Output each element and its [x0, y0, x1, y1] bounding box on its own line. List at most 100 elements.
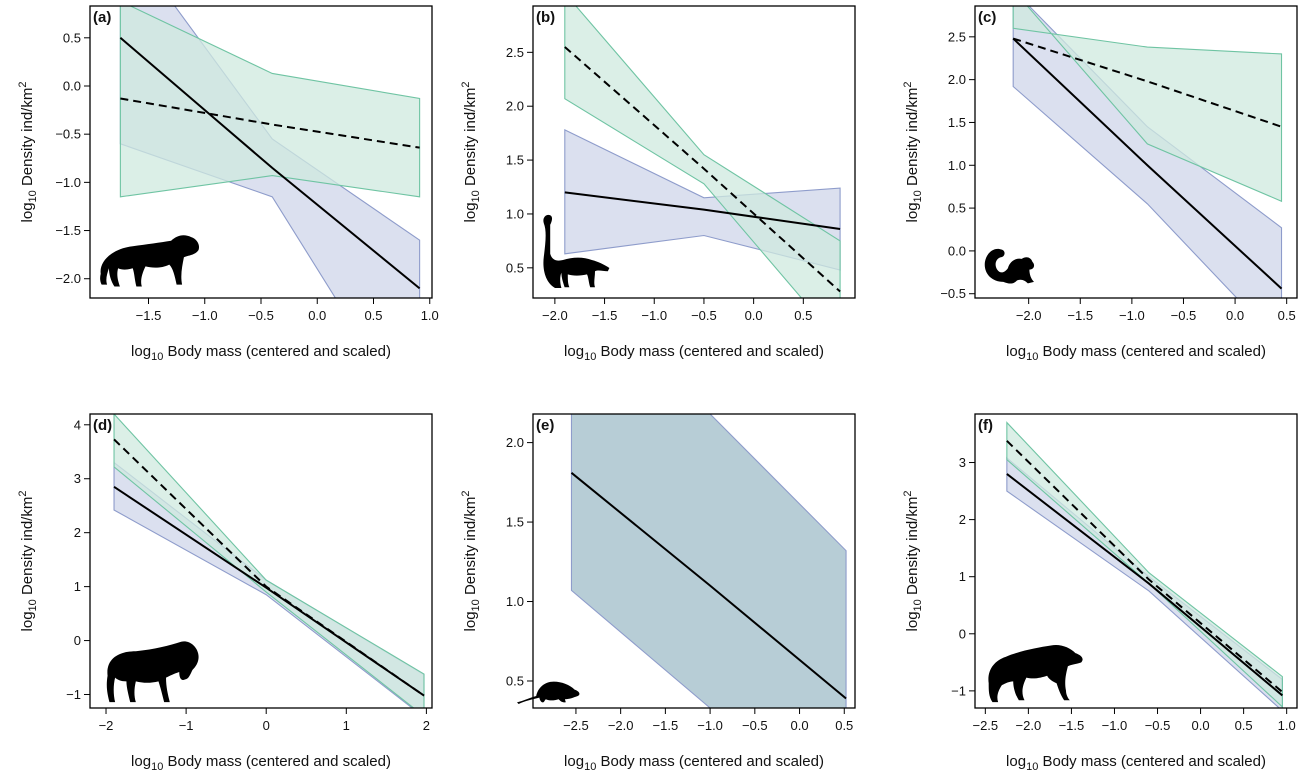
x-tick-label: −1.5 [653, 718, 679, 733]
plot-area [119, 6, 421, 298]
x-tick-label: 0.0 [308, 308, 326, 323]
x-tick-label: 1 [343, 718, 350, 733]
y-tick-label: 0 [74, 633, 81, 648]
x-tick-label: 0.5 [835, 718, 853, 733]
x-tick-label: −1.5 [592, 308, 618, 323]
x-tick-label: −2.0 [1016, 718, 1042, 733]
x-tick-label: 2 [423, 718, 430, 733]
chart-panel: (a) −1.5 −1.0 −0.5 0.0 0.5 1.0 −2.0 −1.5 −1.0 −0.5… [17, 5, 439, 363]
y-tick-label: 1 [959, 569, 966, 584]
y-tick-label: 2.0 [506, 435, 524, 450]
x-tick-label: −1.0 [192, 308, 218, 323]
chart-panel: (f) −2.5 −2.0 −1.5 −1.0 −0.5 0.0 0.5 1.0 −1 0 1 2 3 lo… [902, 413, 1298, 773]
y-tick-label: −1 [951, 683, 966, 698]
x-tick-label: 1.0 [421, 308, 439, 323]
chart-panel: (b) −2.0 −1.5 −1.0 −0.5 0.0 0.5 0.5 1.0 1.5 2.0 2.5… [460, 5, 856, 363]
plot-area [570, 414, 847, 708]
y-tick-label: 1.0 [948, 158, 966, 173]
plot-area [113, 414, 425, 708]
confidence-band [564, 6, 841, 298]
plot-area [1006, 421, 1284, 708]
y-tick-label: 0.5 [63, 30, 81, 45]
x-tick-label: −0.5 [248, 308, 274, 323]
x-tick-label: −1.0 [1102, 718, 1128, 733]
panel-label: (b) [536, 9, 555, 26]
shrew-icon [517, 681, 580, 704]
x-tick-label: −1 [179, 718, 194, 733]
panel-label: (e) [536, 417, 554, 434]
y-tick-label: −1 [66, 687, 81, 702]
solid-fit-line [570, 472, 847, 700]
y-tick-label: 3 [959, 455, 966, 470]
plot-frame [532, 413, 856, 709]
y-tick-label: 1.5 [506, 515, 524, 530]
y-tick-label: 1.5 [948, 115, 966, 130]
plot-frame [89, 413, 433, 709]
x-tick-label: −2 [99, 718, 114, 733]
chart-panel: (e) −2.5 −2.0 −1.5 −1.0 −0.5 0.0 0.5 0.5 1.0 1.5 2.… [460, 413, 856, 773]
x-tick-label: 0.0 [745, 308, 763, 323]
x-tick-label: −1.5 [1059, 718, 1085, 733]
plot-frame [532, 5, 856, 299]
x-tick-label: −1.0 [697, 718, 723, 733]
y-tick-label: 0.5 [506, 673, 524, 688]
x-tick-label: −0.5 [1145, 718, 1171, 733]
y-tick-label: 2.0 [506, 99, 524, 114]
panel-label: (d) [93, 417, 112, 434]
x-tick-label: −0.5 [742, 718, 768, 733]
y-axis-label: log10 Density ind/km2 [902, 491, 924, 632]
y-tick-label: 1.0 [506, 594, 524, 609]
x-tick-label: 0.0 [791, 718, 809, 733]
y-axis-label: log10 Density ind/km2 [902, 82, 924, 223]
x-tick-label: 0 [263, 718, 270, 733]
solid-fit-line [119, 37, 421, 290]
y-tick-label: 2 [959, 512, 966, 527]
big-cat-icon [100, 235, 200, 287]
squirrel-icon [984, 248, 1035, 284]
chart-panel: (d) −2 −1 0 1 2 −1 0 1 2 3 4 log10 Body mass (center… [17, 413, 433, 773]
hyena-icon [988, 645, 1083, 703]
y-axis-label: log10 Density ind/km2 [460, 491, 482, 632]
y-tick-label: 2.0 [948, 72, 966, 87]
x-axis-label: log10 Body mass (centered and scaled) [1006, 753, 1266, 773]
y-axis-label: log10 Density ind/km2 [17, 491, 39, 632]
y-tick-label: −1.5 [55, 223, 81, 238]
y-tick-label: 0.5 [506, 260, 524, 275]
y-tick-label: 2.5 [506, 45, 524, 60]
x-tick-label: 0.0 [1226, 308, 1244, 323]
confidence-band [570, 414, 847, 708]
y-tick-label: 0 [959, 626, 966, 641]
x-tick-label: −0.5 [1171, 308, 1197, 323]
x-tick-label: −2.5 [972, 718, 998, 733]
chart-panel: (c) −2.0 −1.5 −1.0 −0.5 0.0 0.5 −0.5 0.0 0.5 1.0 1.… [902, 5, 1298, 363]
y-tick-label: 1.5 [506, 153, 524, 168]
confidence-band [119, 6, 421, 198]
x-tick-label: −2.0 [608, 718, 634, 733]
x-axis-label: log10 Body mass (centered and scaled) [131, 753, 391, 773]
plot-area [1012, 6, 1283, 298]
y-tick-label: −0.5 [940, 286, 966, 301]
x-axis-label: log10 Body mass (centered and scaled) [564, 753, 824, 773]
y-axis-label: log10 Density ind/km2 [17, 82, 39, 223]
x-tick-label: −1.5 [1067, 308, 1093, 323]
y-tick-label: 1.0 [506, 206, 524, 221]
x-tick-label: 0.5 [1278, 308, 1296, 323]
confidence-band [1006, 421, 1283, 708]
x-tick-label: −1.0 [1119, 308, 1145, 323]
x-tick-label: −1.5 [136, 308, 162, 323]
dashed-fit-line [1012, 37, 1282, 128]
y-axis-label: log10 Density ind/km2 [460, 82, 482, 223]
y-tick-label: 1 [74, 579, 81, 594]
x-tick-label: 1.0 [1278, 718, 1296, 733]
dashed-fit-line [120, 97, 420, 149]
y-tick-label: 0.0 [63, 78, 81, 93]
solid-fit-line [1012, 37, 1283, 290]
panel-label: (f) [978, 417, 993, 434]
x-axis-label: log10 Body mass (centered and scaled) [1006, 343, 1266, 363]
x-tick-label: −1.0 [641, 308, 667, 323]
x-tick-label: 0.5 [364, 308, 382, 323]
dashed-fit-line [1006, 440, 1284, 693]
confidence-band [1012, 6, 1283, 203]
confidence-band [113, 414, 425, 708]
plot-area [564, 6, 841, 298]
